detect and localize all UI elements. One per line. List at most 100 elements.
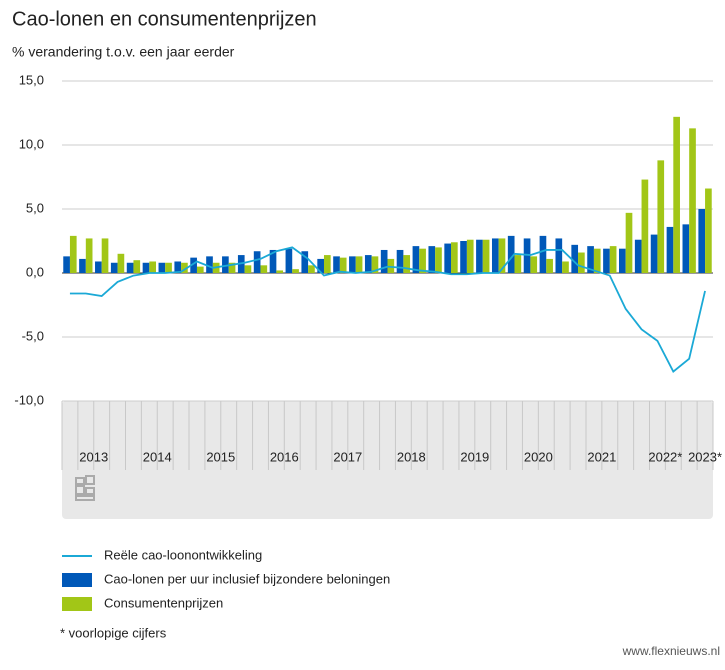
bar [666, 226, 674, 273]
bar [514, 255, 522, 273]
bar [530, 256, 538, 273]
y-tick-label: 15,0 [19, 72, 44, 87]
bar [308, 265, 315, 273]
bar [301, 251, 309, 273]
bar [95, 261, 102, 273]
bar [158, 262, 166, 273]
bar [546, 258, 553, 273]
legend-swatch [62, 597, 92, 611]
bar [619, 248, 626, 273]
bar [419, 248, 426, 273]
x-tick-label: 2013 [79, 449, 108, 464]
bar [673, 116, 680, 273]
x-tick-label: 2018 [397, 449, 426, 464]
bar [491, 238, 499, 273]
bar [593, 248, 601, 273]
y-tick-label: -10,0 [14, 392, 44, 407]
x-tick-label: 2021 [587, 449, 616, 464]
bar [698, 209, 706, 273]
bar [190, 257, 197, 273]
watermark: www.flexnieuws.nl [622, 644, 720, 658]
bar [609, 246, 617, 273]
bar [435, 247, 442, 273]
bar [689, 128, 696, 273]
bar [126, 262, 134, 273]
bar [403, 255, 411, 273]
bar [482, 239, 490, 273]
bar [101, 238, 109, 273]
bar [165, 262, 172, 273]
bar [253, 251, 261, 273]
bar [323, 255, 331, 273]
bar [269, 249, 277, 273]
bar [523, 238, 531, 273]
bar [625, 212, 633, 273]
x-tick-label: 2022* [648, 449, 682, 464]
bar [705, 188, 712, 273]
bar [451, 242, 458, 273]
bar [578, 252, 585, 273]
footnote: * voorlopige cijfers [60, 625, 167, 640]
bar [222, 256, 229, 273]
bar [396, 249, 404, 273]
bar [387, 258, 395, 273]
bar [149, 261, 156, 273]
legend-label: Cao-lonen per uur inclusief bijzondere b… [104, 571, 390, 586]
bar [260, 265, 268, 273]
bar [206, 256, 213, 273]
y-tick-label: 0,0 [26, 264, 44, 279]
bar [317, 258, 324, 273]
cbs-logo [75, 475, 95, 501]
bar [428, 246, 436, 273]
bar [371, 256, 379, 273]
x-tick-label: 2015 [206, 449, 235, 464]
bar [682, 224, 690, 273]
bar [571, 244, 579, 273]
bar [507, 235, 515, 273]
bar [412, 246, 420, 273]
bar [562, 261, 569, 273]
bar [539, 235, 547, 273]
x-tick-label: 2014 [143, 449, 172, 464]
legend-swatch [62, 573, 92, 587]
bar [174, 261, 182, 273]
bar [476, 239, 483, 273]
bar [181, 262, 188, 273]
x-tick-label: 2017 [333, 449, 362, 464]
bar [349, 256, 356, 273]
bar [657, 160, 665, 273]
bar [142, 262, 150, 273]
bar [117, 253, 125, 273]
bar [228, 262, 236, 273]
bar [603, 248, 610, 273]
x-axis-band [62, 401, 713, 519]
bar [498, 238, 506, 273]
bar [63, 256, 70, 273]
bar [555, 238, 563, 273]
legend-label: Consumentenprijzen [104, 595, 223, 610]
bar [444, 243, 452, 273]
bar [587, 246, 594, 273]
bar [196, 266, 204, 273]
y-tick-label: 5,0 [26, 200, 44, 215]
bar [380, 249, 388, 273]
x-tick-label: 2016 [270, 449, 299, 464]
bar [355, 256, 363, 273]
bar [364, 255, 372, 273]
y-tick-label: -5,0 [22, 328, 44, 343]
bar [292, 269, 299, 273]
x-tick-label: 2019 [460, 449, 489, 464]
chart-title: Cao-lonen en consumentenprijzen [12, 8, 317, 30]
bar [85, 238, 93, 273]
bar [244, 265, 252, 273]
bar [110, 262, 118, 273]
bar [69, 235, 77, 273]
bar [650, 234, 658, 273]
x-tick-label: 2023* [688, 449, 722, 464]
chart-subtitle: % verandering t.o.v. een jaar eerder [12, 44, 235, 60]
bar [333, 256, 340, 273]
bar [460, 241, 467, 273]
bar [276, 270, 284, 273]
